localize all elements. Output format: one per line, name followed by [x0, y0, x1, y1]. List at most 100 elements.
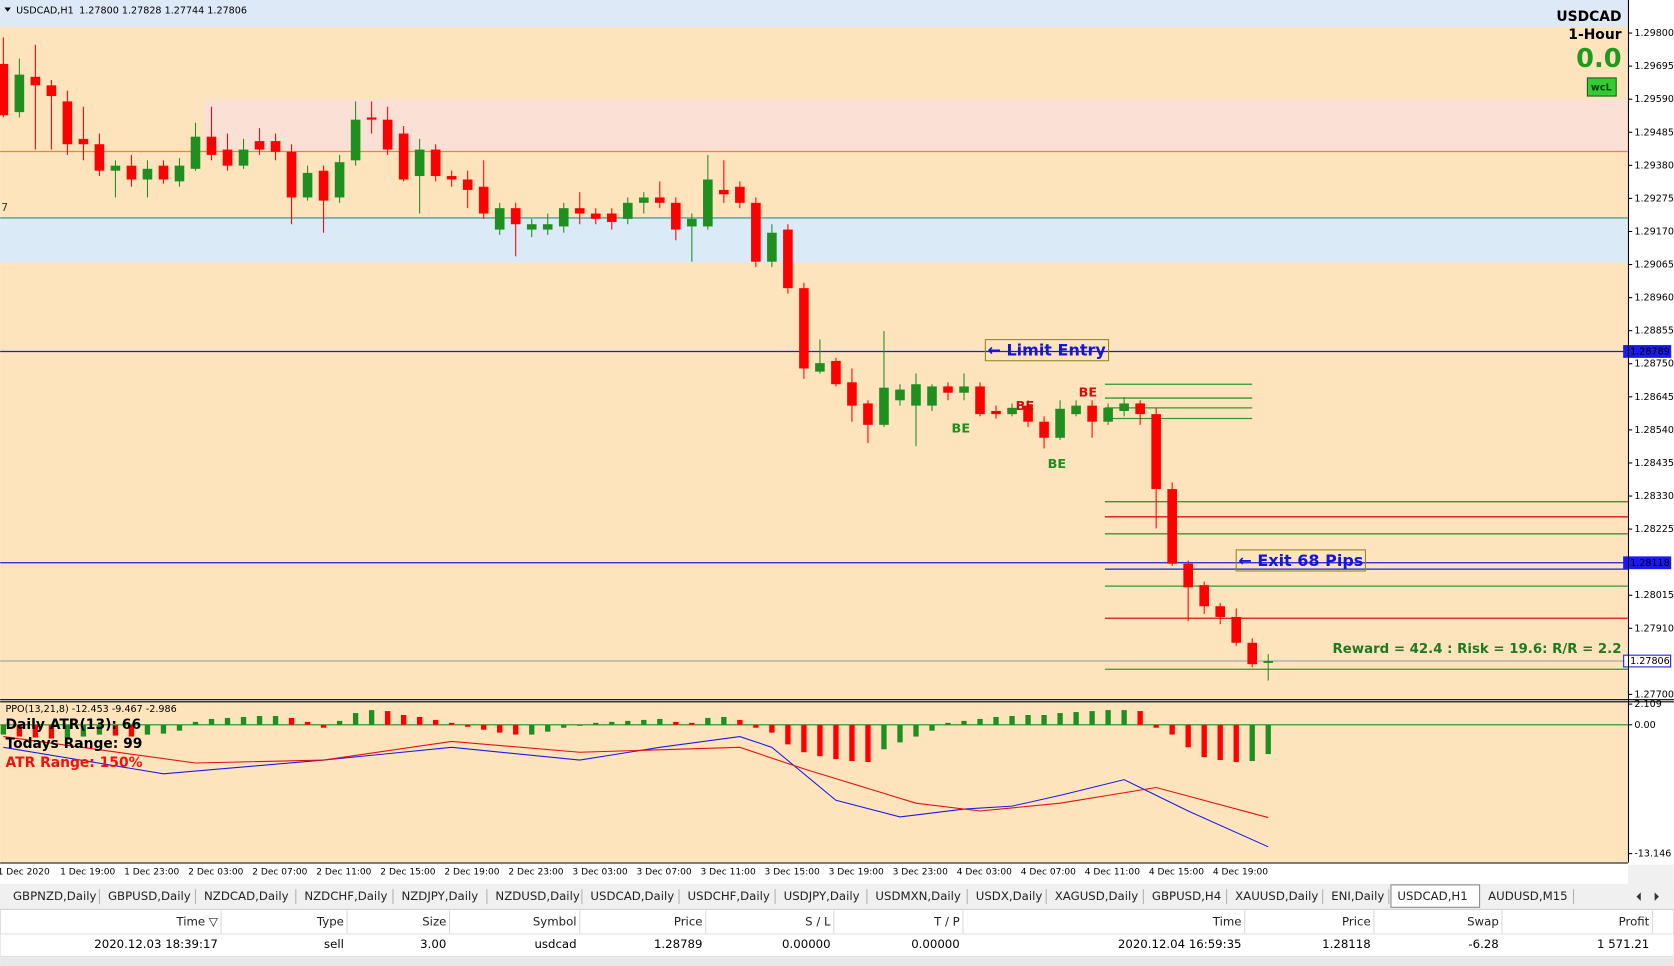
table-cell: 2020.12.03 18:39:17 — [94, 937, 218, 951]
table-header[interactable]: Time ▽ — [175, 915, 217, 929]
x-tick-label: 3 Dec 03:00 — [572, 868, 627, 878]
table-header[interactable]: T / P — [933, 915, 960, 929]
x-tick-label: 3 Dec 23:00 — [893, 868, 948, 878]
table-header[interactable]: Time — [1212, 915, 1242, 929]
tab[interactable]: GBPUSD,H4 — [1152, 889, 1221, 903]
histogram-bar — [1009, 715, 1015, 725]
table-cell: 0.00000 — [911, 937, 960, 951]
histogram-bar — [625, 720, 631, 725]
price-axis-bg — [1627, 0, 1674, 865]
candle-body — [270, 141, 281, 152]
table-header[interactable]: S / L — [805, 915, 831, 929]
tab[interactable]: GBPNZD,Daily — [13, 889, 97, 903]
tab[interactable]: NZDUSD,Daily — [495, 889, 579, 903]
candle-body — [1215, 606, 1226, 617]
candle-body — [638, 197, 649, 203]
candle-body — [590, 213, 601, 219]
histogram-bar — [1089, 711, 1095, 725]
histogram-bar — [160, 724, 167, 734]
y-tick-label: 1.27700 — [1634, 689, 1674, 700]
candle-body — [110, 165, 121, 171]
tab[interactable]: USDMXN,Daily — [875, 889, 960, 903]
tab[interactable]: NZDCHF,Daily — [304, 889, 387, 903]
y-tick-label: 1.28225 — [1634, 524, 1674, 535]
candle-body — [943, 386, 953, 393]
x-tick-label: 4 Dec 11:00 — [1085, 868, 1140, 878]
tab[interactable]: USDCAD,Daily — [590, 889, 674, 903]
y-tick-label: -13.146 — [1634, 849, 1671, 860]
histogram-bar — [993, 716, 999, 725]
annotation: BE — [952, 422, 971, 437]
candle-body — [1231, 616, 1242, 643]
histogram-bar — [881, 724, 887, 750]
y-tick-label: 1.29590 — [1634, 94, 1674, 105]
histogram-bar — [320, 724, 327, 728]
table-header[interactable]: Swap — [1467, 915, 1499, 929]
score: 0.0 — [1576, 44, 1621, 74]
candle-body — [318, 170, 329, 201]
candle-body — [430, 149, 441, 177]
y-tick-label: 1.28750 — [1634, 359, 1674, 370]
table-header[interactable]: Type — [316, 915, 344, 929]
tab[interactable]: XAGUSD,Daily — [1055, 889, 1139, 903]
y-tick-label: 1.28330 — [1634, 491, 1674, 502]
indicator-title: PPO(13,21,8) -12.453 -9.467 -2.986 — [5, 704, 176, 715]
histogram-bar — [1249, 724, 1255, 762]
annotation: BE — [1079, 385, 1098, 400]
candle-body — [366, 117, 377, 120]
histogram-bar — [240, 716, 247, 725]
candle-body — [542, 224, 553, 230]
candle-body — [238, 149, 249, 166]
histogram-bar — [1137, 711, 1143, 725]
tab[interactable]: ENI,Daily — [1331, 889, 1384, 903]
candle-body — [703, 179, 713, 227]
tab[interactable]: USDCAD,H1 — [1397, 889, 1467, 903]
tab-bar — [0, 884, 1674, 909]
histogram-bar — [96, 724, 103, 735]
tab[interactable]: USDCHF,Daily — [688, 889, 770, 903]
candle-body — [799, 288, 809, 369]
tab[interactable]: NZDCAD,Daily — [204, 889, 289, 903]
ohlc-header: 1.27800 1.27828 1.27744 1.27806 — [79, 6, 247, 17]
candle-body — [959, 386, 969, 393]
tab[interactable]: USDX,Daily — [976, 889, 1043, 903]
histogram-bar — [224, 717, 231, 725]
histogram-bar — [1025, 715, 1031, 725]
histogram-bar — [577, 724, 583, 726]
tab[interactable]: XAUUSD,Daily — [1235, 889, 1318, 903]
histogram-bar — [272, 715, 279, 725]
table-header[interactable]: Profit — [1619, 915, 1650, 929]
histogram-bar — [288, 717, 295, 725]
table-header[interactable]: Size — [422, 915, 446, 929]
tab[interactable]: USDJPY,Daily — [784, 889, 860, 903]
candle-body — [382, 119, 393, 150]
candle-body — [254, 141, 265, 150]
histogram-bar — [657, 718, 663, 725]
y-tick-label: 1.28540 — [1634, 425, 1674, 436]
histogram-bar — [721, 716, 727, 725]
candle-body — [14, 74, 25, 113]
menu-arrow[interactable] — [4, 7, 11, 12]
y-tick-label: 1.29695 — [1634, 61, 1674, 72]
table-header[interactable]: Price — [1342, 915, 1371, 929]
histogram-bar — [513, 724, 519, 735]
candle-body — [1071, 405, 1081, 415]
histogram-bar — [352, 713, 359, 725]
candle-body — [558, 208, 569, 227]
table-cell: 2020.12.04 16:59:35 — [1118, 937, 1242, 951]
x-tick-label: 2 Dec 07:00 — [252, 868, 307, 878]
table-header[interactable]: Price — [674, 915, 703, 929]
candle-body — [1119, 403, 1129, 411]
candle-body — [1087, 405, 1097, 422]
histogram-bar — [481, 724, 487, 730]
tab[interactable]: GBPUSD,Daily — [108, 889, 191, 903]
table-header[interactable]: Symbol — [533, 915, 577, 929]
histogram-bar — [416, 716, 423, 725]
candle-body — [126, 165, 137, 180]
x-tick-label: 4 Dec 03:00 — [957, 868, 1012, 878]
y-tick-label: 1.28435 — [1634, 458, 1674, 469]
x-tick-label: 3 Dec 07:00 — [636, 868, 691, 878]
tab[interactable]: AUDUSD,M15 — [1488, 889, 1568, 903]
tab[interactable]: NZDJPY,Daily — [401, 889, 478, 903]
